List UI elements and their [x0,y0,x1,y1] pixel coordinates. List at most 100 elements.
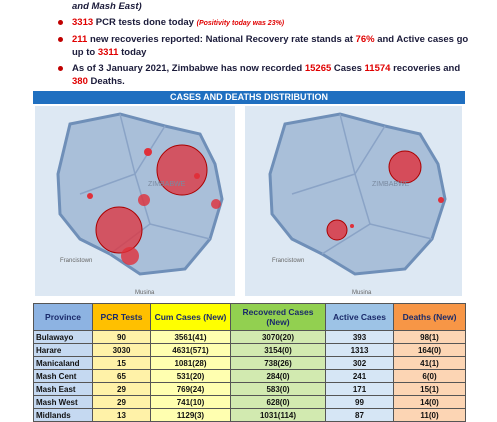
bullet: 211 new recoveries reported: National Re… [58,33,475,59]
cell: Manicaland [33,356,93,370]
cell: 29 [92,395,151,409]
cell: 3030 [92,343,151,357]
row: Harare 3030 4631(571) 3154(0) 1313 164(0) [33,343,466,357]
cell: 29 [92,382,151,396]
cell: Mash Cent [33,369,93,383]
row: Mash West 29 741(10) 628(0) 99 14(0) [33,395,466,409]
text: recoveries and [390,63,461,74]
cell: 15 [92,356,151,370]
bubble [156,144,208,196]
country-label: ZIMBABWE [372,181,410,188]
cell: Harare [33,343,93,357]
table-body: Bulawayo 90 3561(41) 3070(20) 393 98(1) Harare… [33,330,466,422]
place-label: Musina [352,290,372,296]
cell: 15(1) [393,382,466,396]
cell: 3154(0) [230,343,326,357]
bubble [121,247,139,265]
text: new recoveries reported: National Recove… [87,34,356,45]
text: 380 [72,76,88,87]
cell: 741(10) [150,395,231,409]
header-cell: Cum Cases (New) [150,303,231,331]
bubble [87,193,93,199]
text: 211 [72,34,88,45]
bubble [144,148,152,156]
text: 3313 [72,17,94,28]
cell: 14(0) [393,395,466,409]
cell: 41(1) [393,356,466,370]
cell: 1081(28) [150,356,231,370]
text: (Positivity today was 23%) [196,20,285,27]
bubble [350,224,354,228]
bubble [211,199,221,209]
cell: 1313 [325,343,394,357]
continuation: and Mash East) [72,1,142,12]
cell: 98(1) [393,330,466,344]
cell: 628(0) [230,395,326,409]
header-cell: PCR Tests [92,303,151,331]
borders [291,113,433,255]
text: PCR tests done today [93,17,197,28]
bullet: 3313 PCR tests done today (Positivity to… [58,16,475,30]
text: Cases [331,63,365,74]
bubble [326,219,348,241]
cell: 1129(3) [150,408,231,422]
borders [79,113,211,255]
cell: Bulawayo [33,330,93,344]
row: Mash East 29 769(24) 583(0) 171 15(1) [33,382,466,396]
row: Midlands 13 1129(3) 1031(114) 87 11(0) [33,408,466,422]
cell: 284(0) [230,369,326,383]
cell: 531(20) [150,369,231,383]
cell: 738(26) [230,356,326,370]
cell: 1031(114) [230,408,326,422]
bubble [138,194,150,206]
text: Deaths. [87,76,125,87]
cell: 769(24) [150,382,231,396]
text: 76% [355,34,375,45]
cell: 583(0) [230,382,326,396]
place-label: Francistown [272,258,304,264]
cell: 302 [325,356,394,370]
header-cell: Deaths (New) [393,303,466,331]
bubble [194,173,200,179]
text: As of 3 January 2021, Zimbabwe has now r… [72,63,305,74]
row: Bulawayo 90 3561(41) 3070(20) 393 98(1) [33,330,466,344]
bubble [95,206,143,254]
cell: 393 [325,330,394,344]
data-table: Province PCR Tests Cum Cases (New) Recovere… [33,303,466,422]
cell: Midlands [33,408,93,422]
cell: Mash West [33,395,93,409]
header-cell: Province [33,303,93,331]
cell: 87 [325,408,394,422]
cell: 164(0) [393,343,466,357]
cell: 171 [325,382,394,396]
header-row: Province PCR Tests Cum Cases (New) Recovere… [33,303,466,331]
cell: 6(0) [393,369,466,383]
bullets: 3313 PCR tests done today (Positivity to… [55,16,475,88]
map-left: ZIMBABWE Francistown Musina [35,106,235,296]
cell: 3561(41) [150,330,231,344]
text: 15265 [304,63,332,74]
text: 11574 [364,63,391,74]
cell: 13 [92,408,151,422]
text: today [118,47,147,58]
place-label: Musina [135,290,155,296]
cell: Mash East [33,382,93,396]
header-cell: Recovered Cases (New) [230,303,326,331]
header-cell: Active Cases [325,303,394,331]
cell: 4631(571) [150,343,231,357]
maps: ZIMBABWE Francistown Musina ZIMBABWE Fra… [35,106,462,296]
cell: 99 [325,395,394,409]
section-title: CASES AND DEATHS DISTRIBUTION [33,91,465,104]
map-right: ZIMBABWE Francistown Musina [245,106,462,296]
bubble [438,197,444,203]
cell: 3070(20) [230,330,326,344]
text: and Active cases go up to [72,34,469,58]
cell: 90 [92,330,151,344]
cell: 11(0) [393,408,466,422]
cell: 241 [325,369,394,383]
row: Manicaland 15 1081(28) 738(26) 302 41(1) [33,356,466,370]
row: Mash Cent 65 531(20) 284(0) 241 6(0) [33,369,466,383]
country-label: ZIMBABWE [148,181,186,188]
bubble [388,150,422,184]
